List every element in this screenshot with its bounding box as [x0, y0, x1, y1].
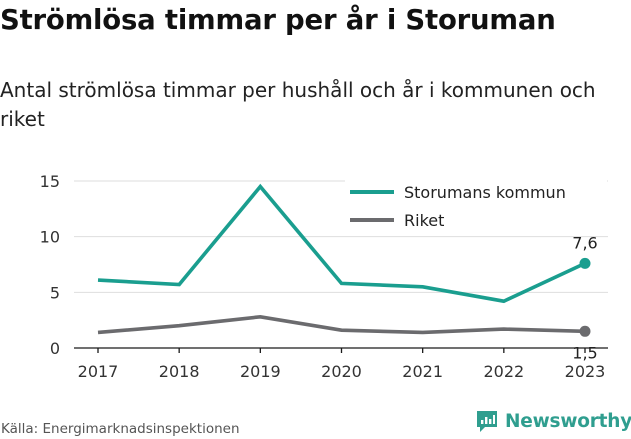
data-point — [579, 325, 591, 337]
data-point — [579, 257, 591, 269]
y-tick-label: 0 — [50, 339, 60, 358]
x-tick-label: 2020 — [321, 362, 362, 381]
x-tick-label: 2018 — [159, 362, 200, 381]
legend-background — [345, 176, 607, 236]
legend: Storumans kommun Riket — [345, 176, 607, 236]
x-axis: 2017 2018 2019 2020 2021 2022 2023 — [74, 347, 608, 381]
x-tick-label: 2019 — [240, 362, 281, 381]
y-tick-label: 10 — [40, 228, 60, 247]
line-chart: 0 5 10 15 2017 2018 2019 2020 2021 2022 2023 Stor… — [40, 172, 608, 381]
x-tick-label: 2021 — [402, 362, 443, 381]
series-lines — [97, 183, 591, 337]
x-tick-label: 2022 — [483, 362, 524, 381]
series-line-riket — [97, 314, 586, 335]
x-tick-label: 2017 — [78, 362, 119, 381]
brand-name: Newsworthy — [505, 410, 631, 432]
end-value-label: 7,6 — [572, 233, 597, 252]
newsworthy-logo-icon — [477, 411, 497, 432]
y-tick-label: 15 — [40, 172, 60, 191]
x-tick-label: 2023 — [565, 362, 606, 381]
legend-label: Riket — [404, 211, 444, 230]
chart-title: Strömlösa timmar per år i Storuman — [0, 4, 556, 36]
brand-logo[interactable]: Newsworthy — [475, 409, 631, 433]
source-note: Källa: Energimarknadsinspektionen — [1, 421, 240, 437]
y-tick-label: 5 — [50, 283, 60, 302]
chart-subtitle: Antal strömlösa timmar per hushåll och å… — [0, 78, 596, 131]
legend-label: Storumans kommun — [404, 183, 566, 202]
end-value-label: 1,5 — [572, 343, 597, 362]
end-labels: 7,6 1,5 — [572, 233, 597, 362]
y-axis-tick-labels: 0 5 10 15 — [40, 172, 60, 358]
